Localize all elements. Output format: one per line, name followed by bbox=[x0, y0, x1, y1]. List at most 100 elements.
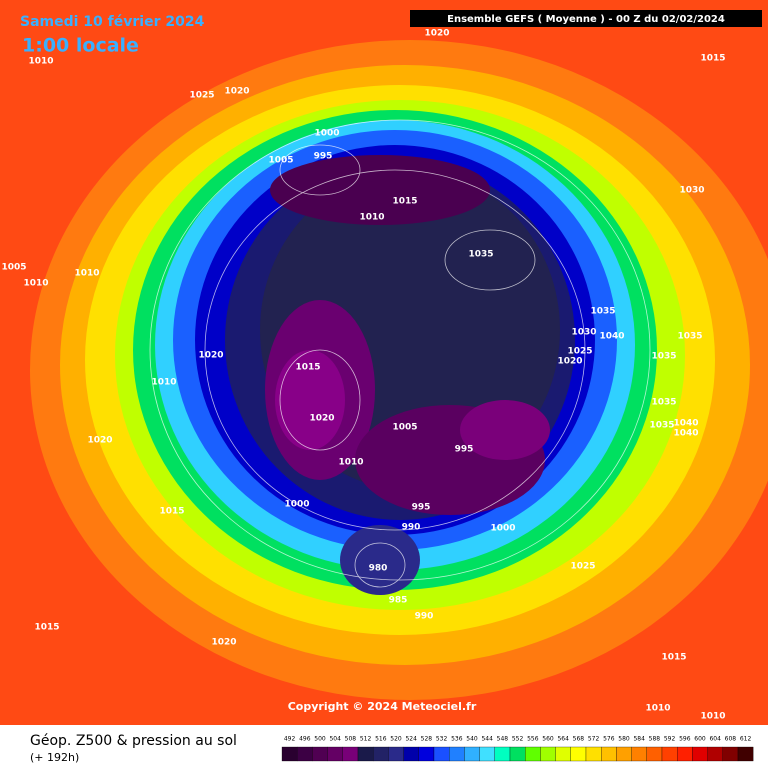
colorbar-label: 532 bbox=[436, 736, 448, 743]
colorbar-swatch bbox=[327, 746, 343, 762]
colorbar-swatch bbox=[479, 746, 495, 762]
colorbar-label: 516 bbox=[375, 736, 387, 743]
isobar-label: 1010 bbox=[74, 269, 99, 279]
colorbar-label: 560 bbox=[542, 736, 554, 743]
colorbar-label: 580 bbox=[618, 736, 630, 743]
isobar-label: 1005 bbox=[392, 423, 417, 433]
isobar-label: 1010 bbox=[700, 712, 725, 722]
colorbar-swatch bbox=[297, 746, 313, 762]
isobar-label: 1035 bbox=[649, 421, 674, 431]
isobar-label: 1020 bbox=[557, 357, 582, 367]
colorbar-label: 492 bbox=[284, 736, 296, 743]
isobar-label: 1035 bbox=[677, 332, 702, 342]
colorbar-swatch bbox=[601, 746, 617, 762]
isobar-label: 1010 bbox=[338, 458, 363, 468]
colorbar-swatch bbox=[464, 746, 480, 762]
copyright: Copyright © 2024 Meteociel.fr bbox=[288, 700, 477, 713]
colorbar-swatch bbox=[585, 746, 602, 762]
isobar-label: 990 bbox=[415, 612, 434, 622]
colorbar-label: 524 bbox=[405, 736, 417, 743]
footer-title: Géop. Z500 & pression au sol bbox=[30, 733, 237, 749]
colorbar-label: 512 bbox=[360, 736, 372, 743]
isobar-label: 990 bbox=[402, 523, 421, 533]
isobar-label: 1000 bbox=[284, 500, 309, 510]
isobar-label: 985 bbox=[389, 596, 408, 606]
footer-lead: (+ 192h) bbox=[30, 751, 79, 764]
geopotential-field bbox=[30, 40, 768, 700]
colorbar-swatch bbox=[692, 746, 708, 762]
isobar-label: 1005 bbox=[268, 156, 293, 166]
colorbar-swatch bbox=[342, 746, 359, 762]
colorbar-label: 520 bbox=[390, 736, 402, 743]
isobar-label: 1020 bbox=[424, 29, 449, 39]
colorbar-label: 592 bbox=[664, 736, 676, 743]
colorbar-swatch bbox=[540, 746, 556, 762]
isobar-label: 1010 bbox=[23, 279, 48, 289]
colorbar-swatch bbox=[433, 746, 450, 762]
isobar-label: 1020 bbox=[87, 436, 112, 446]
colorbar-swatch bbox=[661, 746, 678, 762]
isobar-label: 1000 bbox=[490, 524, 515, 534]
colorbar-swatch bbox=[737, 746, 754, 762]
colorbar-swatch bbox=[616, 746, 632, 762]
isobar-label: 1020 bbox=[211, 638, 236, 648]
isobar-label: 1030 bbox=[571, 328, 596, 338]
isobar-label: 1025 bbox=[189, 91, 214, 101]
isobar-label: 1035 bbox=[651, 398, 676, 408]
colorbar-swatch bbox=[418, 746, 435, 762]
colorbar-label: 540 bbox=[466, 736, 478, 743]
colorbar-label: 564 bbox=[557, 736, 569, 743]
isobar-label: 1040 bbox=[673, 429, 698, 439]
colorbar-swatch bbox=[707, 746, 723, 762]
colorbar-label: 496 bbox=[299, 736, 311, 743]
isobar-label: 1025 bbox=[567, 347, 592, 357]
colorbar-swatch bbox=[449, 746, 465, 762]
isobar-label: 1040 bbox=[599, 332, 624, 342]
isobar-label: 1005 bbox=[1, 263, 26, 273]
isobar-label: 1030 bbox=[679, 186, 704, 196]
colorbar-swatch bbox=[403, 746, 419, 762]
isobar-label: 1020 bbox=[198, 351, 223, 361]
colorbar-label: 504 bbox=[329, 736, 341, 743]
isobar-label: 1035 bbox=[468, 250, 493, 260]
model-label: Ensemble GEFS ( Moyenne ) - 00 Z du 02/0… bbox=[447, 14, 725, 25]
colorbar-label: 536 bbox=[451, 736, 463, 743]
colorbar-swatch bbox=[373, 746, 389, 762]
colorbar-swatch bbox=[722, 746, 739, 762]
colorbar-swatch bbox=[631, 746, 647, 762]
isobar-label: 1020 bbox=[224, 87, 249, 97]
isobar-label: 1015 bbox=[661, 653, 686, 663]
colorbar-swatch bbox=[494, 746, 511, 762]
isobar-label: 1040 bbox=[673, 419, 698, 429]
time-label: 1:00 locale bbox=[22, 35, 139, 57]
colorbar-label: 552 bbox=[512, 736, 524, 743]
colorbar-label: 584 bbox=[633, 736, 645, 743]
isobar-label: 995 bbox=[314, 152, 333, 162]
colorbar-swatch bbox=[570, 746, 587, 762]
model-banner bbox=[410, 10, 762, 27]
isobar-label: 1010 bbox=[151, 378, 176, 388]
colorbar-label: 508 bbox=[345, 736, 357, 743]
colorbar-label: 596 bbox=[679, 736, 691, 743]
colorbar-label: 548 bbox=[497, 736, 509, 743]
date-label: Samedi 10 février 2024 bbox=[20, 14, 205, 30]
colorbar-label: 544 bbox=[481, 736, 493, 743]
isobar-label: 980 bbox=[369, 564, 388, 574]
colorbar-swatch bbox=[388, 746, 404, 762]
isobar-label: 995 bbox=[412, 503, 431, 513]
isobar-label: 1015 bbox=[700, 54, 725, 64]
isobar-lines bbox=[149, 119, 651, 588]
isobar-label: 1025 bbox=[570, 562, 595, 572]
colorbar-label: 576 bbox=[603, 736, 615, 743]
colorbar-swatch bbox=[312, 746, 328, 762]
colorbar-swatch bbox=[509, 746, 526, 762]
isobar-label: 1015 bbox=[34, 623, 59, 633]
isobar-label: 1000 bbox=[314, 129, 339, 139]
isobar-label: 995 bbox=[455, 445, 474, 455]
isobar-label: 1035 bbox=[590, 307, 615, 317]
colorbar-swatch bbox=[525, 746, 541, 762]
colorbar-label: 604 bbox=[709, 736, 721, 743]
colorbar-label: 588 bbox=[649, 736, 661, 743]
